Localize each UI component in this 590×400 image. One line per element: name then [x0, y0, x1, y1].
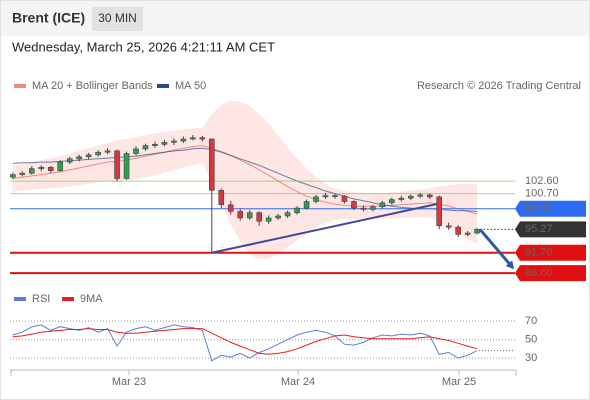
candle-body — [341, 195, 348, 202]
level-box — [515, 221, 586, 238]
candle-body — [142, 145, 149, 150]
candle-body — [256, 212, 262, 222]
candle-body — [294, 207, 300, 213]
candle-body — [47, 167, 54, 171]
candle-body — [227, 204, 234, 212]
bollinger-band — [12, 100, 478, 260]
candle-body — [275, 215, 281, 219]
candle-body — [370, 206, 376, 210]
level-label: 98.40 — [525, 203, 553, 215]
legend-label: RSI — [32, 293, 50, 305]
y-tick-label: 30 — [525, 352, 537, 364]
candle-body — [303, 201, 310, 209]
candle-body — [407, 195, 414, 199]
legend-label: MA 20 + Bollinger Bands — [32, 80, 153, 92]
candle-body — [426, 194, 433, 198]
level-label: 88.60 — [525, 267, 553, 279]
level-box — [515, 200, 586, 217]
legend-label: MA 50 — [175, 80, 206, 92]
candle-body — [332, 195, 338, 197]
candle-body — [66, 158, 73, 163]
y-tick-label: 50 — [525, 334, 537, 346]
arrow-head — [505, 260, 515, 270]
candle-body — [322, 195, 329, 198]
candle-body — [284, 212, 291, 217]
candle-body — [417, 194, 424, 197]
candle-body — [237, 211, 244, 219]
y-tick-label: 70 — [525, 315, 537, 327]
level-label: 102.60 — [525, 175, 559, 187]
candle-body — [10, 174, 16, 178]
candle-body — [123, 153, 130, 179]
candle-body — [313, 196, 319, 202]
header-bar — [1, 1, 589, 36]
candle-body — [171, 140, 177, 143]
candle-body — [95, 151, 101, 156]
level-box — [515, 265, 586, 282]
candle-body — [199, 137, 206, 140]
candle-body — [209, 138, 215, 191]
candle-body — [19, 172, 26, 175]
candle-body — [85, 154, 92, 158]
candle-body — [379, 202, 386, 208]
candle-body — [180, 138, 187, 142]
candle-body — [161, 142, 168, 145]
candle-body — [464, 232, 471, 235]
candle-body — [436, 196, 443, 227]
forecast-arrow — [478, 228, 513, 268]
candle-body — [455, 226, 461, 235]
candle-body — [38, 167, 45, 169]
candle-body — [28, 168, 35, 174]
candle-body — [246, 212, 253, 219]
candle-body — [351, 201, 357, 209]
candle-body — [398, 197, 405, 200]
x-tick-label: Mar 23 — [112, 376, 146, 388]
candle-body — [57, 161, 64, 171]
candle-body — [389, 199, 395, 204]
level-label: 95.27 — [525, 223, 553, 235]
level-box — [515, 244, 586, 261]
source: Research © 2026 Trading Central — [417, 80, 581, 92]
instrument-title: Brent (ICE) — [12, 10, 85, 26]
rsi-line — [12, 328, 478, 355]
x-tick-label: Mar 24 — [281, 376, 315, 388]
candle-body — [76, 156, 82, 160]
candle-body — [265, 217, 272, 222]
candle-body — [104, 150, 111, 153]
candle-body — [133, 148, 139, 154]
candle-body — [114, 150, 120, 179]
interval-label[interactable]: 30 MIN — [98, 11, 137, 25]
level-label: 91.70 — [525, 247, 553, 259]
trendline — [211, 202, 440, 254]
ma20-line — [12, 145, 478, 215]
candle-body — [190, 137, 196, 140]
x-tick-label: Mar 25 — [442, 376, 476, 388]
ma50-line — [12, 147, 478, 212]
candle-body — [152, 144, 158, 146]
level-label: 100.70 — [525, 188, 559, 200]
interval-button[interactable] — [92, 7, 143, 31]
candle-body — [445, 225, 452, 228]
candle-body — [218, 190, 225, 206]
datetime: Wednesday, March 25, 2026 4:21:11 AM CET — [12, 39, 275, 54]
candle-body — [474, 229, 480, 234]
legend-label: 9MA — [80, 293, 103, 305]
candle-body — [360, 207, 367, 210]
